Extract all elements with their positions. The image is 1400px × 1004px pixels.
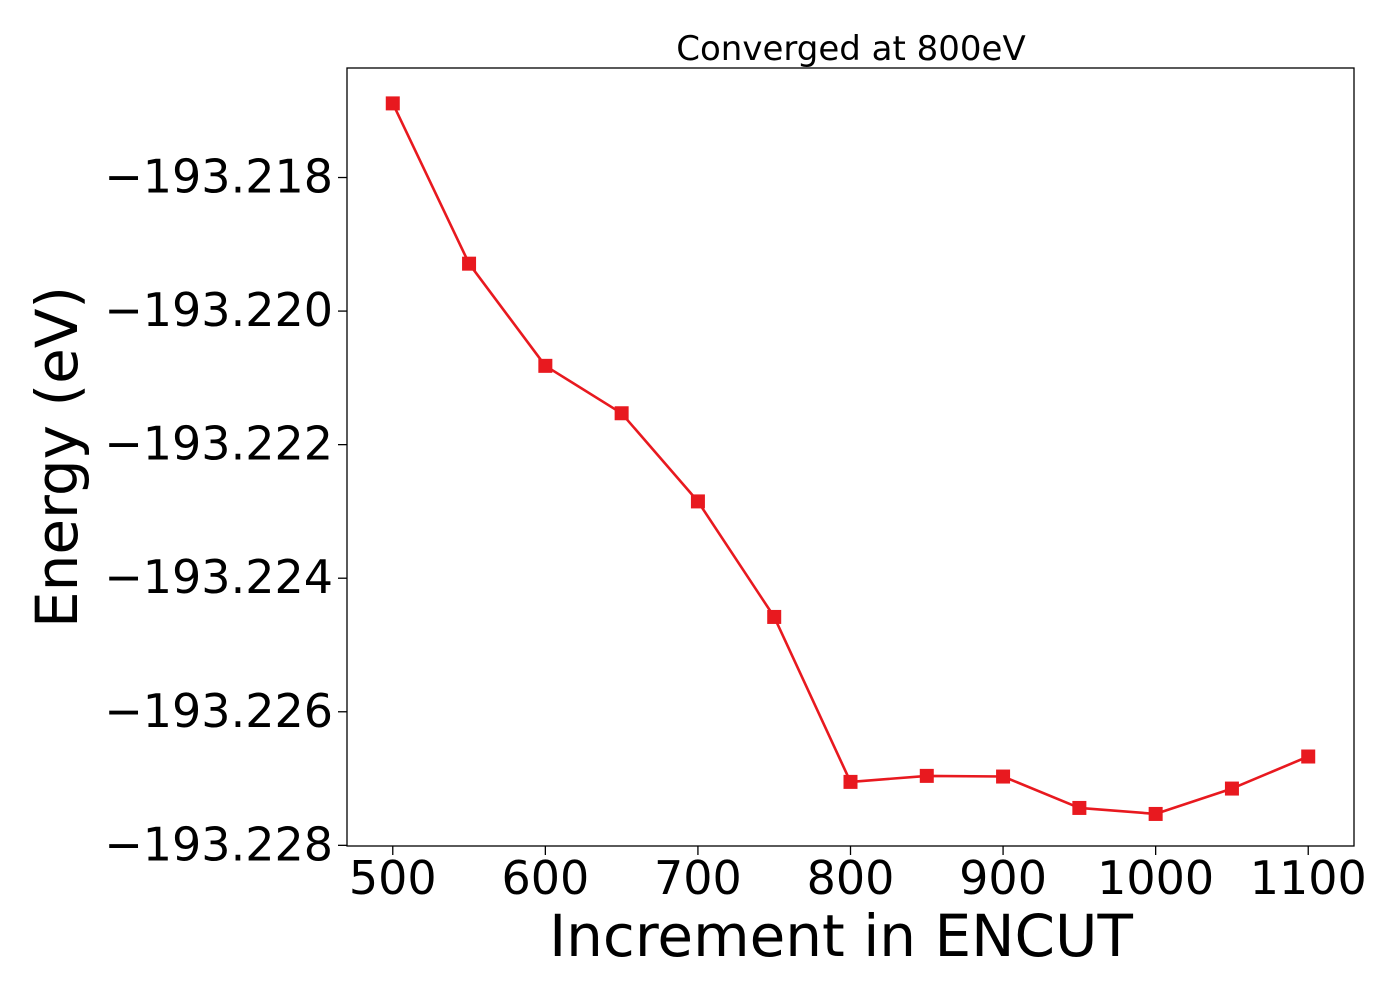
- y-tick-label: −193.218: [104, 150, 333, 204]
- y-tick-label: −193.226: [104, 684, 333, 738]
- data-point-marker: [919, 768, 934, 783]
- data-point-marker: [385, 96, 400, 111]
- x-axis-ticks: 500 600 700 800 900 1000 1100: [349, 846, 1367, 905]
- y-axis-ticks: −193.218 −193.220 −193.222 −193.224 −193.226…: [104, 150, 347, 871]
- y-axis-label: Energy (eV): [23, 286, 91, 628]
- y-tick-label: −193.224: [104, 550, 333, 604]
- y-tick-label: −193.222: [104, 417, 333, 471]
- x-axis-label: Increment in ENCUT: [549, 902, 1133, 970]
- chart-title: Converged at 800eV: [676, 29, 1025, 69]
- data-point-marker: [1224, 781, 1239, 796]
- data-point-marker: [843, 774, 858, 789]
- series-layer: [385, 96, 1316, 821]
- x-tick-label: 1100: [1250, 851, 1367, 905]
- data-point-marker: [996, 769, 1011, 784]
- x-tick-label: 700: [654, 851, 742, 905]
- data-point-marker: [1301, 749, 1316, 764]
- y-tick-label: −193.228: [104, 817, 333, 871]
- plot-frame: [346, 67, 1355, 847]
- data-point-marker: [462, 256, 477, 271]
- data-point-marker: [767, 609, 782, 624]
- data-point-marker: [614, 406, 629, 421]
- x-tick-label: 800: [807, 851, 895, 905]
- data-point-marker: [1072, 800, 1087, 815]
- x-tick-label: 900: [959, 851, 1047, 905]
- x-tick-label: 600: [501, 851, 589, 905]
- series-line: [391, 102, 1309, 816]
- data-point-marker: [1148, 806, 1163, 821]
- x-tick-label: 500: [349, 851, 437, 905]
- data-point-marker: [538, 358, 553, 373]
- data-point-marker: [690, 494, 705, 509]
- y-tick-label: −193.220: [104, 283, 333, 337]
- x-tick-label: 1000: [1097, 851, 1214, 905]
